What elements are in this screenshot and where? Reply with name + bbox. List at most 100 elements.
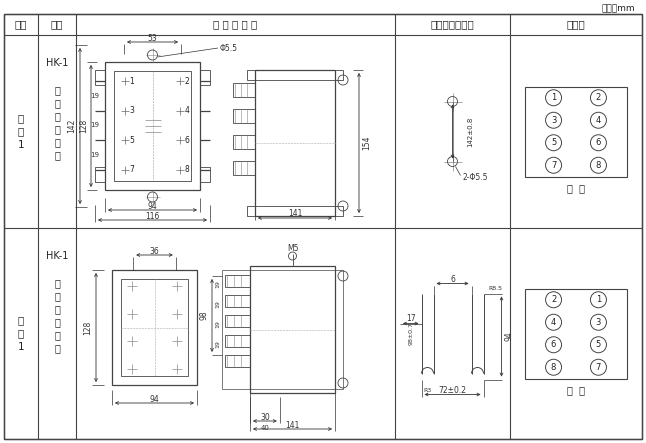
Text: 19: 19 [215,280,220,288]
Text: 128: 128 [79,119,89,133]
Text: 5: 5 [130,136,134,144]
Text: 1: 1 [551,93,556,102]
Text: 154: 154 [362,136,371,150]
Text: 19: 19 [215,300,220,308]
Text: 98: 98 [200,311,209,320]
Text: 线: 线 [54,343,60,353]
Text: 单位：mm: 单位：mm [601,4,635,13]
Bar [225,275,250,287]
Text: 6: 6 [596,138,601,147]
Text: 17: 17 [406,314,415,323]
Text: 附: 附 [18,113,24,124]
Text: 式: 式 [54,304,60,314]
Text: Φ5.5: Φ5.5 [220,43,238,53]
Bar [200,167,210,182]
Text: 7: 7 [596,363,601,372]
Text: 116: 116 [145,211,160,221]
Text: 7: 7 [551,161,556,170]
Text: R8.5: R8.5 [488,286,503,291]
Text: 出: 出 [54,291,60,301]
Bar [247,206,343,216]
Text: 1: 1 [596,295,601,304]
Text: 5: 5 [551,138,556,147]
Text: 3: 3 [130,106,134,115]
Bar [250,266,335,393]
Text: 72±0.2: 72±0.2 [439,386,466,395]
Text: 2: 2 [551,295,556,304]
Bar [114,71,191,181]
Text: 端子图: 端子图 [567,19,585,30]
Text: 5: 5 [596,340,601,349]
Bar [225,295,250,307]
Text: 8: 8 [185,165,189,174]
Text: 40: 40 [261,425,270,431]
Text: 53: 53 [148,34,158,43]
Text: HK-1: HK-1 [46,251,68,261]
Bar [105,62,200,190]
Text: 7: 7 [130,165,134,174]
Text: 94: 94 [150,395,160,404]
Text: 图: 图 [18,329,24,338]
Text: 凸: 凸 [54,85,60,95]
Text: 接: 接 [54,137,60,147]
Text: 1: 1 [17,342,25,351]
Text: 8: 8 [551,363,556,372]
Text: 128: 128 [83,320,92,334]
Text: R3: R3 [423,388,432,393]
Bar [255,70,335,216]
Text: 前  视: 前 视 [567,183,585,194]
Bar [233,109,255,123]
Text: 30: 30 [260,412,270,421]
Text: 4: 4 [185,106,189,115]
Bar [95,167,105,182]
Text: 4: 4 [551,318,556,327]
Text: 3: 3 [596,318,601,327]
Bar [247,70,343,80]
Text: 141: 141 [286,420,300,430]
Bar [233,83,255,97]
Text: 142±0.8: 142±0.8 [468,117,474,147]
Text: 1: 1 [130,77,134,85]
Bar [233,135,255,149]
Bar [222,270,343,389]
Bar [225,315,250,327]
Text: M5: M5 [287,244,298,253]
Text: 2-Φ5.5: 2-Φ5.5 [463,173,488,182]
Bar [225,355,250,367]
Text: 6: 6 [551,340,556,349]
Text: HK-1: HK-1 [46,58,68,68]
Text: 结构: 结构 [51,19,63,30]
Bar [225,335,250,347]
Text: 凸: 凸 [54,278,60,288]
Text: 6: 6 [185,136,189,144]
Text: 8: 8 [596,161,601,170]
Text: 附: 附 [18,315,24,326]
Text: 6: 6 [450,275,455,284]
Text: 36: 36 [150,246,160,256]
Text: 安装开孔尺尺图: 安装开孔尺尺图 [431,19,474,30]
Text: 式: 式 [54,111,60,121]
Text: 线: 线 [54,150,60,160]
Text: 94: 94 [505,332,514,342]
Text: 142: 142 [67,119,76,133]
Bar [233,161,255,175]
Text: 外 形 尺 寸 图: 外 形 尺 寸 图 [213,19,258,30]
Bar [121,279,188,376]
Text: 出: 出 [54,98,60,108]
Bar [200,70,210,85]
Bar [95,70,105,85]
Bar [525,86,627,176]
Text: 19: 19 [215,320,220,328]
Text: 2: 2 [596,93,601,102]
Bar [112,270,197,385]
Text: 图号: 图号 [15,19,27,30]
Text: 19: 19 [90,93,99,99]
Text: 94: 94 [148,202,158,210]
Text: 2: 2 [185,77,189,85]
Text: 19: 19 [90,122,99,128]
Text: 4: 4 [596,116,601,125]
Text: 前: 前 [54,124,60,134]
Text: 后: 后 [54,317,60,327]
Text: 19: 19 [215,340,220,348]
Text: 19: 19 [90,152,99,158]
